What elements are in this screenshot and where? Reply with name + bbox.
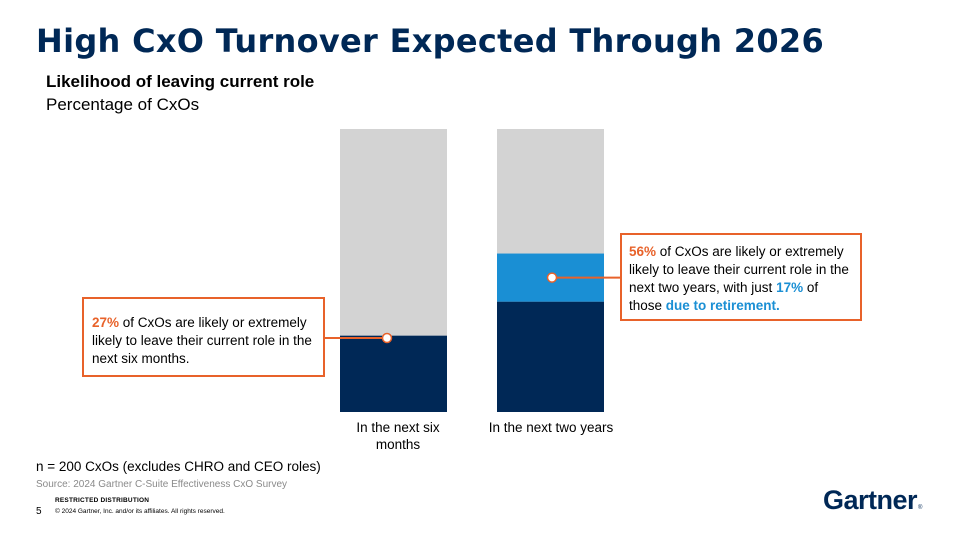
callout-six-months-text: of CxOs are likely or extremely likely t…: [92, 315, 312, 366]
x-tick-label-1: In the next two years: [488, 420, 614, 435]
bar-0-segment-2: [340, 129, 447, 336]
callout-two-years-pct: 56%: [629, 244, 657, 259]
callout-two-years-leader-marker: [546, 272, 558, 283]
callout-retirement-emph: due to retirement.: [665, 298, 780, 313]
restricted-label: RESTRICTED DISTRIBUTION: [55, 497, 150, 504]
page-number: 5: [36, 506, 42, 517]
source-note: Source: 2024 Gartner C-Suite Effectivene…: [36, 479, 288, 490]
callout-six-months-leader-marker: [381, 332, 393, 344]
callout-two-years-text2: of those: [629, 280, 819, 313]
sample-size-note: n = 200 CxOs (excludes CHRO and CEO role…: [36, 459, 321, 474]
callout-two-years: 56% of CxOs are likely or extremely like…: [620, 233, 862, 321]
chart-unit-label: Percentage of CxOs: [46, 95, 200, 114]
page-title: High CxO Turnover Expected Through 2026: [36, 22, 825, 60]
bar-1-segment-0: [497, 301, 604, 412]
callout-retirement-pct: 17%: [776, 280, 804, 295]
registered-mark: ®: [918, 505, 923, 511]
copyright: © 2024 Gartner, Inc. and/or its affiliat…: [55, 508, 225, 515]
chart-subtitle: Likelihood of leaving current role: [46, 72, 315, 91]
callout-six-months: 27% of CxOs are likely or extremely like…: [82, 297, 325, 377]
x-tick-label-0: In the next six months: [356, 420, 440, 452]
callout-six-months-pct: 27%: [92, 315, 120, 330]
gartner-logo: Gartner: [823, 485, 918, 515]
bar-1-segment-2: [497, 129, 604, 254]
callout-two-years-text1: of CxOs are likely or extremely likely t…: [629, 244, 849, 295]
bar-0-segment-0: [340, 335, 447, 412]
